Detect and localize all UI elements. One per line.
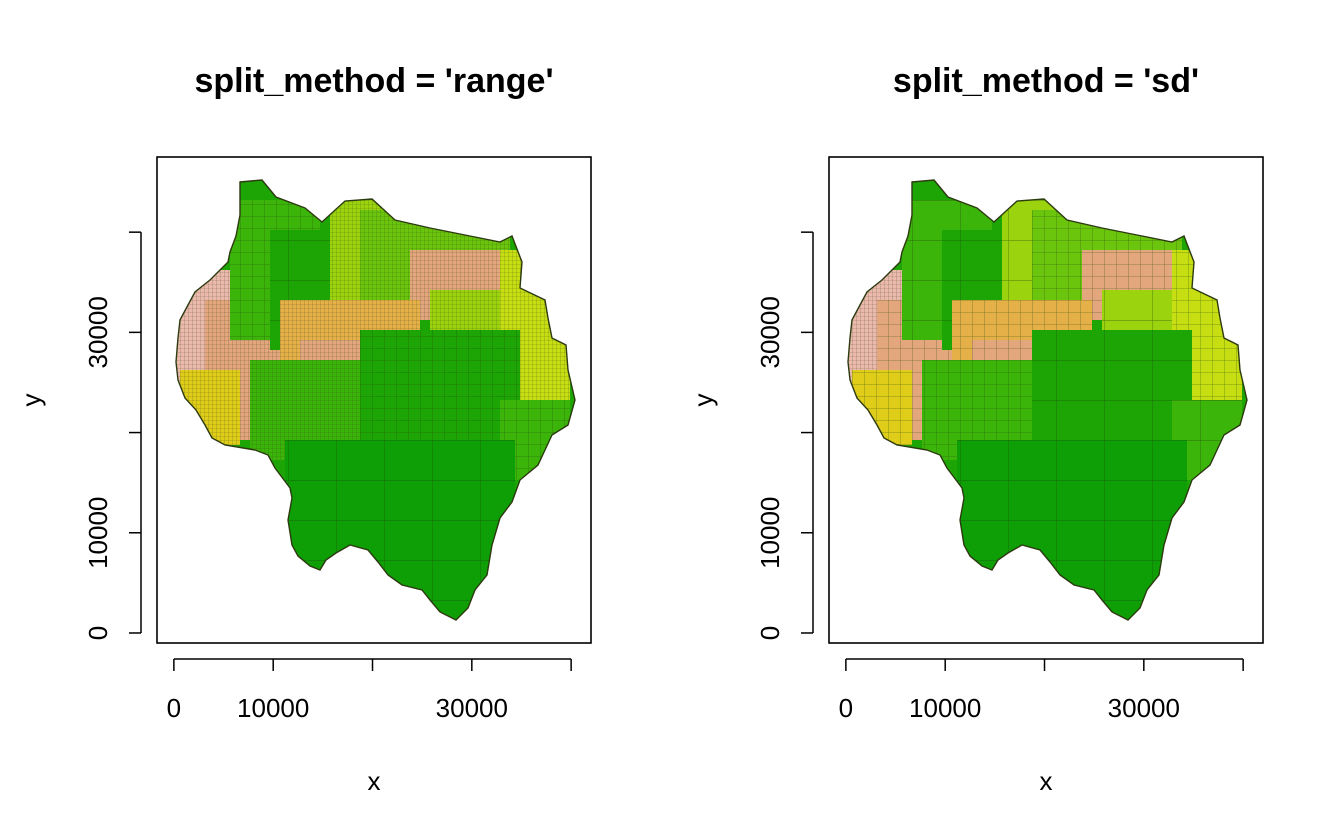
- map-outline: [175, 179, 576, 621]
- chart-title: split_method = 'sd': [893, 62, 1199, 100]
- y-tick-label: 30000: [755, 296, 785, 368]
- y-tick-label: 0: [755, 626, 785, 640]
- panel-range: split_method = 'range' 0 10000 30000 0 1000…: [16, 62, 592, 796]
- x-axis-label: x: [1040, 766, 1053, 796]
- y-axis: 0 10000 30000: [83, 231, 142, 640]
- y-axis-label: y: [688, 394, 718, 407]
- x-axis: 0 10000 30000: [839, 658, 1244, 723]
- x-axis: 0 10000 30000: [167, 658, 572, 723]
- panel-sd: split_method = 'sd' 0 10000 30000 0 10000 30…: [688, 62, 1264, 796]
- y-axis-label: y: [16, 394, 46, 407]
- chart-title: split_method = 'range': [194, 62, 553, 100]
- y-tick-label: 0: [83, 626, 113, 640]
- y-tick-label: 10000: [83, 497, 113, 569]
- quadtree-grid: [285, 440, 515, 620]
- x-tick-label: 0: [839, 693, 853, 723]
- plot-frame: [828, 156, 1264, 644]
- y-tick-label: 10000: [755, 497, 785, 569]
- x-tick-label: 10000: [909, 693, 981, 723]
- y-tick-label: 30000: [83, 296, 113, 368]
- raster-map: [847, 179, 1248, 621]
- map-outline: [847, 179, 1248, 621]
- y-axis: 0 10000 30000: [755, 231, 814, 640]
- x-tick-label: 30000: [1108, 693, 1180, 723]
- x-tick-label: 30000: [436, 693, 508, 723]
- x-tick-label: 0: [167, 693, 181, 723]
- quadtree-grid: [957, 440, 1187, 620]
- plot-frame: [156, 156, 592, 644]
- raster-map: [175, 179, 576, 621]
- x-axis-label: x: [368, 766, 381, 796]
- x-tick-label: 10000: [237, 693, 309, 723]
